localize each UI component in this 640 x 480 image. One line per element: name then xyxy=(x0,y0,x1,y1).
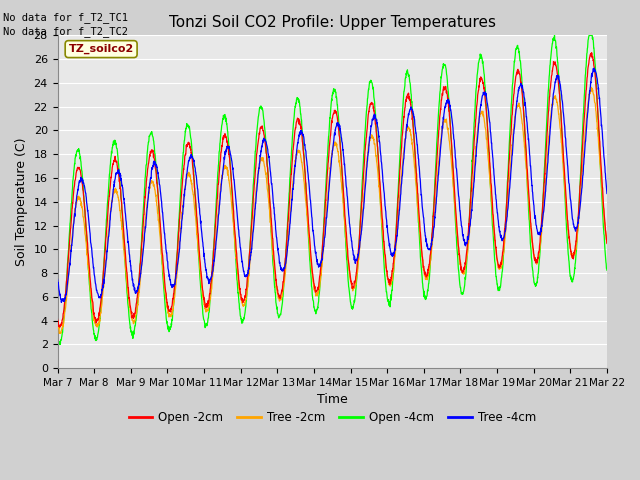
Y-axis label: Soil Temperature (C): Soil Temperature (C) xyxy=(15,137,28,266)
Legend: Open -2cm, Tree -2cm, Open -4cm, Tree -4cm: Open -2cm, Tree -2cm, Open -4cm, Tree -4… xyxy=(124,407,541,429)
Text: No data for f_T2_TC1: No data for f_T2_TC1 xyxy=(3,12,128,23)
Title: Tonzi Soil CO2 Profile: Upper Temperatures: Tonzi Soil CO2 Profile: Upper Temperatur… xyxy=(169,15,496,30)
X-axis label: Time: Time xyxy=(317,394,348,407)
Text: TZ_soilco2: TZ_soilco2 xyxy=(68,44,134,54)
Text: No data for f_T2_TC2: No data for f_T2_TC2 xyxy=(3,26,128,37)
